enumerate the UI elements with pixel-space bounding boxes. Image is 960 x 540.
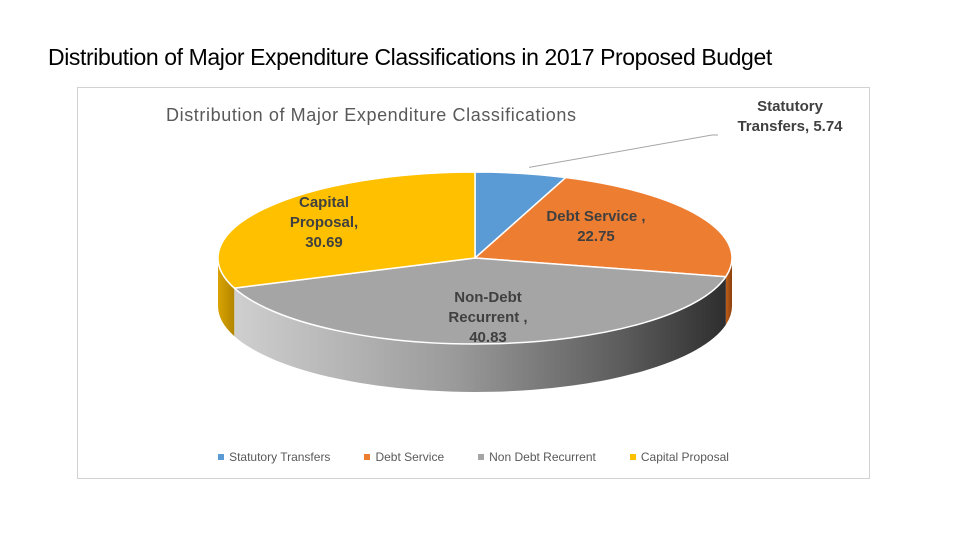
- leader-line-statutory-transfers: [529, 134, 718, 168]
- legend-item-capital-proposal: Capital Proposal: [629, 450, 729, 464]
- pie-chart: Statutory Transfers, 5.74 Debt Service , 22…: [217, 98, 843, 392]
- pie-side-non-debt-recurrent: [234, 276, 726, 392]
- data-label-non-debt-recurrent: Non-Debt Recurrent , 40.83: [448, 289, 527, 346]
- data-label-statutory-transfers: Statutory Transfers, 5.74: [737, 98, 843, 135]
- pie-side-capital-proposal: [218, 258, 235, 337]
- legend-label: Statutory Transfers: [229, 450, 331, 464]
- legend-label: Capital Proposal: [640, 450, 729, 464]
- legend-item-statutory-transfers: Statutory Transfers: [218, 450, 330, 464]
- legend-label: Debt Service: [375, 450, 445, 464]
- legend-label: Non Debt Recurrent: [489, 450, 596, 464]
- data-label-debt-service: Debt Service , 22.75: [546, 208, 645, 245]
- legend-swatch: [478, 454, 485, 460]
- legend-swatch: [629, 454, 636, 460]
- slide-title: Distribution of Major Expenditure Classi…: [48, 44, 772, 70]
- pie-slice-non-debt-recurrent: [233, 257, 727, 345]
- legend-item-debt-service: Debt Service: [364, 450, 444, 464]
- legend-item-non-debt-recurrent: Non Debt Recurrent: [478, 450, 596, 464]
- chart-legend: Statutory Transfers Debt Service Non Debt …: [78, 450, 869, 464]
- legend-swatch: [364, 454, 371, 460]
- legend-swatch: [218, 454, 225, 460]
- chart-frame: Distribution of Major Expenditure Classi…: [77, 87, 870, 479]
- pie-slice-debt-service: [474, 176, 733, 278]
- data-label-capital-proposal: Capital Proposal, 30.69: [290, 194, 358, 251]
- pie-slice-capital-proposal: [217, 171, 476, 289]
- chart-title: Distribution of Major Expenditure Classi…: [166, 105, 577, 125]
